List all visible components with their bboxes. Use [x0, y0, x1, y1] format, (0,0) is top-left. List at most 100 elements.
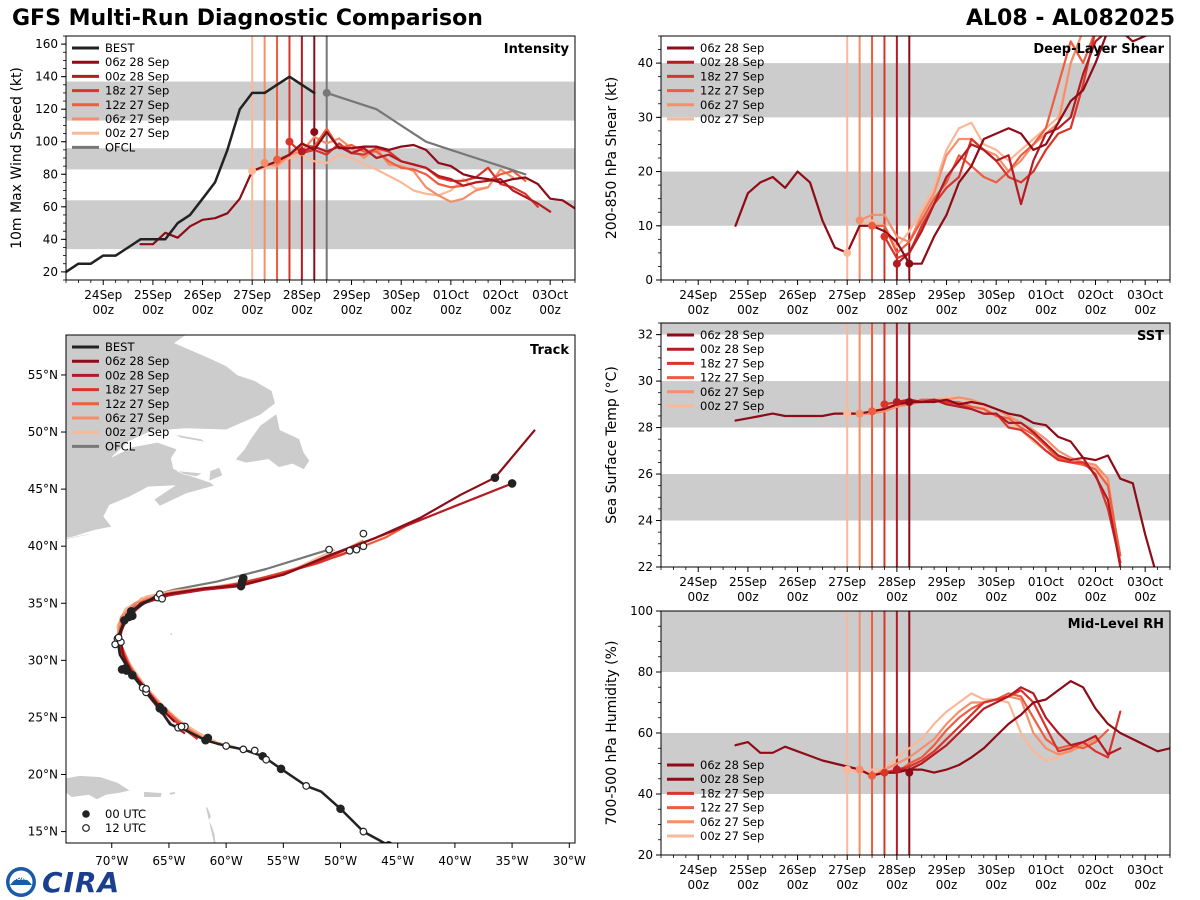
- x-tick-label: 27Sep: [233, 288, 271, 302]
- x-tick-label: 02Oct: [482, 288, 518, 302]
- legend-label: 18z 27 Sep: [700, 356, 764, 370]
- position-00z-marker: [155, 702, 165, 712]
- x-tick-sublabel: 00z: [787, 878, 809, 892]
- x-tick-label: 24Sep: [679, 575, 717, 589]
- legend-label: OFCL: [105, 439, 136, 453]
- x-tick-label: 30Sep: [977, 575, 1015, 589]
- x-tick-label: 28Sep: [878, 288, 916, 302]
- y-tick-label: 80: [638, 665, 653, 679]
- x-tick-sublabel: 00z: [687, 303, 709, 317]
- legend-label: 06z 27 Sep: [700, 98, 764, 112]
- shaded-band: [661, 381, 1170, 428]
- y-tick-label: 28: [638, 421, 653, 435]
- noaa-logo-icon: NOAA: [6, 867, 36, 897]
- legend-label: 06z 28 Sep: [700, 328, 764, 342]
- lat-tick-label: 25°N: [28, 710, 58, 724]
- y-tick-label: 60: [43, 200, 58, 214]
- position-00z-marker: [336, 804, 345, 814]
- lon-tick-label: 65°W: [152, 854, 185, 868]
- y-tick-label: 20: [43, 265, 58, 279]
- legend-label: BEST: [105, 340, 135, 354]
- shaded-band: [66, 81, 575, 121]
- legend-label: 18z 27 Sep: [700, 69, 764, 83]
- legend-label: 00z 27 Sep: [700, 399, 764, 413]
- legend-label: 06z 27 Sep: [105, 112, 169, 126]
- init-marker: [843, 248, 852, 257]
- legend-label: 06z 28 Sep: [700, 41, 764, 55]
- x-tick-sublabel: 00z: [985, 303, 1007, 317]
- position-00z-marker: [128, 670, 137, 680]
- lat-tick-label: 45°N: [28, 482, 58, 496]
- x-tick-label: 28Sep: [878, 575, 916, 589]
- x-tick-sublabel: 00z: [737, 590, 759, 604]
- y-tick-label: 32: [638, 328, 653, 342]
- y-tick-label: 60: [638, 726, 653, 740]
- x-tick-label: 29Sep: [928, 575, 966, 589]
- y-axis-label: 700-500 hPa Humidity (%): [604, 641, 620, 826]
- legend-label: OFCL: [105, 140, 136, 154]
- y-tick-label: 30: [638, 374, 653, 388]
- x-tick-label: 03Oct: [1127, 863, 1163, 877]
- y-tick-label: 0: [645, 273, 653, 287]
- x-tick-sublabel: 00z: [836, 878, 858, 892]
- lon-tick-label: 40°W: [438, 854, 471, 868]
- x-tick-label: 29Sep: [928, 863, 966, 877]
- track-panel: 70°W 65°W 60°W 55°W 50°W 45°W 40°W 35°W 30°W 15°N…: [28, 334, 586, 868]
- lon-tick-label: 45°W: [381, 854, 414, 868]
- legend-label: 06z 28 Sep: [105, 55, 169, 69]
- y-axis-label: 200-850 hPa Shear (kt): [604, 77, 620, 239]
- y-axis-label: Sea Surface Temp (°C): [604, 366, 620, 524]
- x-tick-label: 26Sep: [779, 575, 817, 589]
- land-anticosti: [174, 434, 206, 443]
- x-tick-label: 30Sep: [977, 863, 1015, 877]
- rh-panel: 2040608010024Sep00z25Sep00z26Sep00z27Sep…: [604, 604, 1171, 892]
- position-12z-marker: [325, 545, 333, 554]
- legend-label: 00z 27 Sep: [700, 829, 764, 843]
- x-tick-sublabel: 00z: [886, 303, 908, 317]
- position-12z-marker: [177, 722, 186, 731]
- lon-tick-label: 60°W: [210, 854, 243, 868]
- page-title: GFS Multi-Run Diagnostic Comparison: [12, 6, 483, 31]
- y-tick-label: 10: [638, 219, 653, 233]
- series-line: [858, 695, 1097, 777]
- lon-tick-label: 70°W: [95, 854, 128, 868]
- position-00z-marker: [121, 664, 130, 673]
- legend-label: 06z 27 Sep: [700, 385, 764, 399]
- track-line: [116, 539, 364, 746]
- legend-label: 18z 27 Sep: [105, 84, 169, 98]
- x-tick-sublabel: 00z: [341, 303, 363, 317]
- x-tick-sublabel: 00z: [687, 878, 709, 892]
- x-tick-sublabel: 00z: [1085, 303, 1107, 317]
- x-tick-sublabel: 00z: [687, 590, 709, 604]
- x-tick-label: 02Oct: [1077, 288, 1113, 302]
- x-tick-label: 27Sep: [828, 575, 866, 589]
- position-00z-marker: [128, 611, 137, 621]
- series-line: [734, 398, 1156, 567]
- series-line: [870, 36, 1095, 254]
- map-frame: [65, 334, 576, 844]
- legend-label: 00z 28 Sep: [105, 69, 169, 83]
- land-newfoundland: [234, 413, 310, 471]
- series-line: [734, 36, 1148, 265]
- y-tick-label: 20: [638, 165, 653, 179]
- y-tick-label: 22: [638, 560, 653, 574]
- init-marker: [880, 232, 889, 241]
- init-marker: [868, 407, 877, 416]
- legend-label: 12z 27 Sep: [105, 397, 169, 411]
- legend-label: BEST: [105, 41, 135, 55]
- x-tick-sublabel: 00z: [985, 878, 1007, 892]
- init-marker: [248, 167, 257, 176]
- lat-tick-label: 30°N: [28, 653, 58, 667]
- x-tick-sublabel: 00z: [886, 590, 908, 604]
- x-tick-label: 25Sep: [729, 288, 767, 302]
- plot-area: [66, 36, 575, 280]
- lat-tick-label: 50°N: [28, 425, 58, 439]
- panel-title: Mid-Level RH: [1068, 617, 1164, 632]
- position-12z-marker: [222, 742, 231, 750]
- init-marker: [322, 88, 331, 97]
- series-line: [251, 153, 490, 197]
- x-tick-sublabel: 00z: [1035, 878, 1057, 892]
- position-00z-marker: [507, 479, 517, 488]
- init-marker: [868, 221, 877, 230]
